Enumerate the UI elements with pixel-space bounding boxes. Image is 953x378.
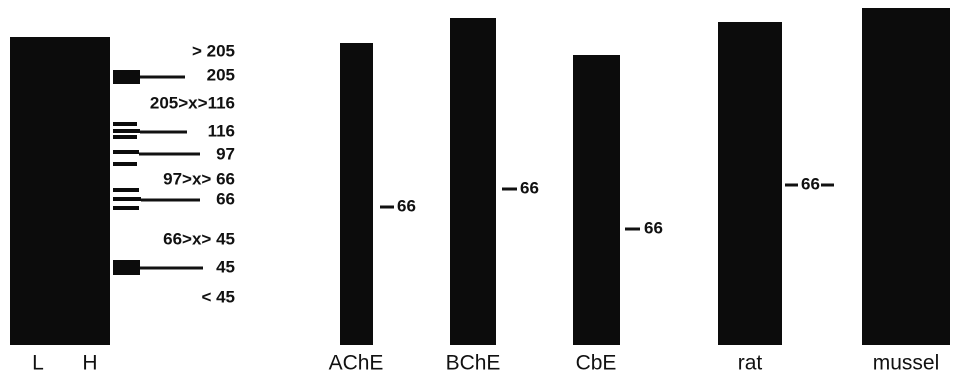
marker-label: 205>x>116 [150,93,235,112]
marker-label: 97>x> 66 [163,169,235,188]
lane-label: L [32,352,44,375]
marker-label: 66 [801,174,820,193]
gel-lane [450,18,496,345]
marker-label: 66 [644,218,663,237]
lane-label: mussel [873,352,940,375]
marker-label: > 205 [192,41,235,60]
marker-label: 116 [208,121,235,140]
lane-label: H [82,352,97,375]
marker-label: 205 [207,65,235,84]
gel-lane [718,22,782,345]
lane-label: CbE [576,352,617,375]
marker-label: 45 [216,257,235,276]
gel-lane [340,43,373,345]
gel-lane [573,55,620,345]
marker-label: 97 [216,144,235,163]
lane-label: BChE [446,352,501,375]
lane-label: AChE [329,352,384,375]
marker-label: 66 [520,178,539,197]
lane-label: rat [738,352,763,375]
gel-lane [862,8,950,345]
marker-label: 66 [397,196,416,215]
figure: L H > 205 205 205>x>116 116 97 97>x> 66 … [0,0,953,378]
marker-label: < 45 [201,287,235,306]
marker-label: 66 [216,189,235,208]
marker-label: 66>x> 45 [163,229,235,248]
gel-lane [10,37,110,345]
